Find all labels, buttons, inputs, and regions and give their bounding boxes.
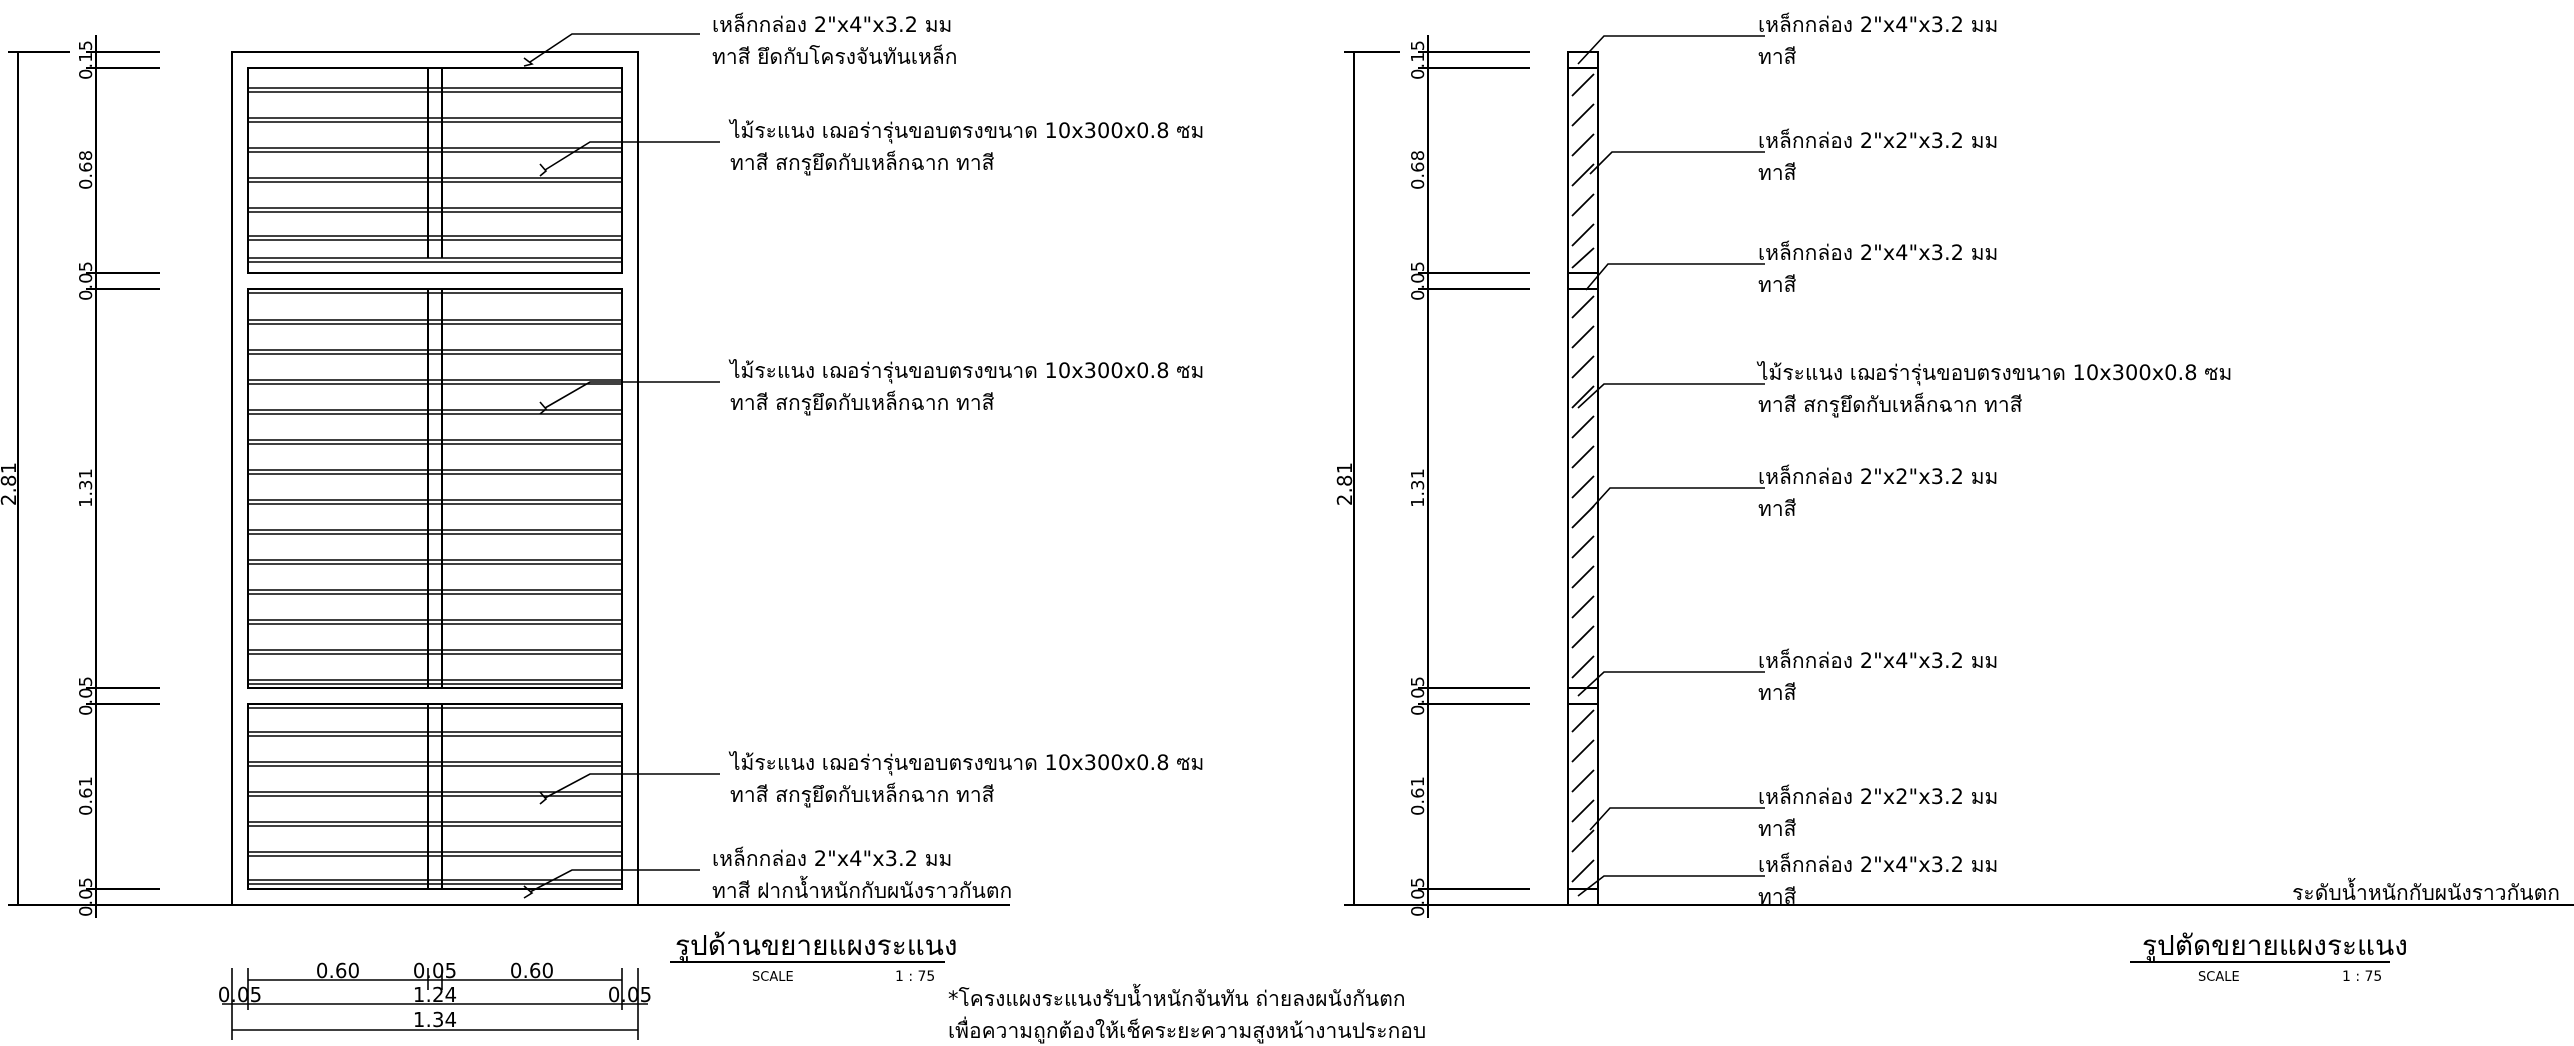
section-dim-2: 0.05 xyxy=(1408,261,1429,301)
elevation-slats-top xyxy=(248,87,622,263)
section-dim-1: 0.68 xyxy=(1408,150,1429,190)
section-note-6-line2: ทาสี xyxy=(1758,817,1797,841)
elevation-note-0-line2: ทาสี ยึดกับโครงจันทันเหล็ก xyxy=(712,43,957,69)
elevation-hdim-2: 0.60 xyxy=(510,959,555,983)
section-note-1-line2: ทาสี xyxy=(1758,161,1797,185)
elevation-top-panel xyxy=(247,67,623,274)
elevation-slats-middle xyxy=(248,292,622,685)
elevation-dim-5: 0.61 xyxy=(76,776,97,816)
elevation-footnote-line1: *โครงแผงระแนงรับน้ำหนักจันทัน ถ่ายลงผนัง… xyxy=(948,984,1406,1011)
elevation-dim-ticks xyxy=(86,51,160,906)
section-title: รูปตัดขยายแผงระแนง xyxy=(2142,929,2408,963)
elevation-dim-6: 0.05 xyxy=(76,877,97,917)
elevation-hdim-5: 0.05 xyxy=(608,983,653,1007)
section-note-0-line1: เหล็กกล่อง 2"x4"x3.2 มม xyxy=(1758,11,1998,37)
elevation-hdim-6: 1.34 xyxy=(413,1008,458,1032)
elevation-hdim-0: 0.60 xyxy=(316,959,361,983)
section-scale-label: SCALE xyxy=(2198,970,2240,985)
elevation-note-1-line1: ไม้ระแนง เฌอร่ารุ่นขอบตรงขนาด 10x300x0.8… xyxy=(728,119,1204,144)
section-note-2-line1: เหล็กกล่อง 2"x4"x3.2 มม xyxy=(1758,239,1998,265)
elevation-title: รูปด้านขยายแผงระแนง xyxy=(675,929,958,963)
elevation-dim-2: 0.05 xyxy=(76,261,97,301)
section-note-5-line2: ทาสี xyxy=(1758,681,1797,705)
section-note-4-line1: เหล็กกล่อง 2"x2"x3.2 มม xyxy=(1758,463,1998,489)
section-note-6-line1: เหล็กกล่อง 2"x2"x3.2 มม xyxy=(1758,783,1998,809)
section-note-5-line1: เหล็กกล่อง 2"x4"x3.2 มม xyxy=(1758,647,1998,673)
section-note-1-line1: เหล็กกล่อง 2"x2"x3.2 มม xyxy=(1758,127,1998,153)
elevation-note-2-line1: ไม้ระแนง เฌอร่ารุ่นขอบตรงขนาด 10x300x0.8… xyxy=(728,359,1204,384)
elevation-note-1-line2: ทาสี สกรูยึดกับเหล็กฉาก ทาสี xyxy=(730,149,995,176)
section-level-label: ระดับน้ำหนักกับผนังราวกันตก xyxy=(2292,878,2560,905)
elevation-outer-frame xyxy=(231,51,639,906)
section-dim-0: 0.15 xyxy=(1408,40,1429,80)
elevation-leaders xyxy=(523,33,720,899)
elevation-hdim-1: 0.05 xyxy=(413,959,458,983)
elevation-dim-0: 0.15 xyxy=(76,40,97,80)
section-view: 2.81 0.15 0.68 0.05 1.31 0.05 0.61 0.05 xyxy=(1333,11,2574,985)
section-note-7-line1: เหล็กกล่อง 2"x4"x3.2 มม xyxy=(1758,851,1998,877)
section-dim-5: 0.61 xyxy=(1408,776,1429,816)
elevation-dim-4: 0.05 xyxy=(76,676,97,716)
section-note-2-line2: ทาสี xyxy=(1758,273,1797,297)
section-note-4-line2: ทาสี xyxy=(1758,497,1797,521)
elevation-dim-1: 0.68 xyxy=(76,150,97,190)
elevation-view: 2.81 0.15 0.68 0.05 1.31 0.05 0.61 0.05 xyxy=(0,11,1426,1044)
elevation-note-4-line1: เหล็กกล่อง 2"x4"x3.2 มม xyxy=(712,845,952,871)
section-note-0-line2: ทาสี xyxy=(1758,45,1797,69)
elevation-slats-bottom xyxy=(248,707,622,885)
elevation-total-height-label: 2.81 xyxy=(0,462,21,507)
elevation-note-3-line1: ไม้ระแนง เฌอร่ารุ่นขอบตรงขนาด 10x300x0.8… xyxy=(728,751,1204,776)
elevation-hdim-3: 0.05 xyxy=(218,983,263,1007)
elevation-scale-value: 1 : 75 xyxy=(895,969,935,985)
section-note-7-line2: ทาสี xyxy=(1758,885,1797,909)
section-post xyxy=(1567,51,1599,906)
section-slat-hatch xyxy=(1571,73,1595,883)
elevation-note-0-line1: เหล็กกล่อง 2"x4"x3.2 มม xyxy=(712,11,952,37)
elevation-middle-panel xyxy=(247,288,623,689)
section-total-height-label: 2.81 xyxy=(1333,462,1357,507)
elevation-note-4-line2: ทาสี ฝากน้ำหนักกับผนังราวกันตก xyxy=(712,876,1012,903)
section-scale-value: 1 : 75 xyxy=(2342,969,2382,985)
section-dim-6: 0.05 xyxy=(1408,877,1429,917)
elevation-bottom-dims xyxy=(222,968,648,1040)
elevation-scale-label: SCALE xyxy=(752,970,794,985)
elevation-note-2-line2: ทาสี สกรูยึดกับเหล็กฉาก ทาสี xyxy=(730,389,995,416)
elevation-dim-3: 1.31 xyxy=(76,468,97,508)
elevation-hdim-4: 1.24 xyxy=(413,983,458,1007)
section-note-3-line2: ทาสี สกรูยึดกับเหล็กฉาก ทาสี xyxy=(1758,391,2023,418)
elevation-note-3-line2: ทาสี สกรูยึดกับเหล็กฉาก ทาสี xyxy=(730,781,995,808)
section-note-3-line1: ไม้ระแนง เฌอร่ารุ่นขอบตรงขนาด 10x300x0.8… xyxy=(1756,361,2232,386)
section-dim-4: 0.05 xyxy=(1408,676,1429,716)
section-leaders xyxy=(1577,35,1765,897)
elevation-footnote-line2: เพื่อความถูกต้องให้เช็คระยะความสูงหน้างา… xyxy=(948,1016,1426,1044)
section-dim-ticks xyxy=(1418,51,1530,906)
section-dim-3: 1.31 xyxy=(1408,468,1429,508)
